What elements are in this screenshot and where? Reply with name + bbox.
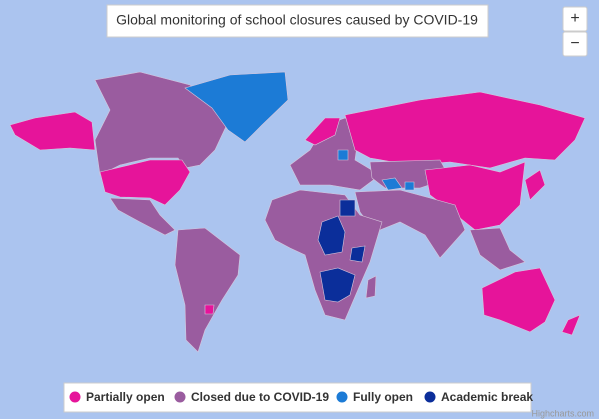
southern-africa (319, 267, 356, 303)
new-zealand (561, 314, 581, 336)
legend-label[interactable]: Fully open (353, 390, 413, 404)
southeast-asia (469, 227, 526, 271)
zoom-in-label[interactable]: + (570, 10, 579, 27)
legend-label[interactable]: Closed due to COVID-19 (191, 390, 329, 404)
title-box (106, 4, 489, 38)
legend-box (63, 382, 532, 413)
central-america (109, 197, 176, 236)
egypt (339, 199, 356, 217)
regions (9, 71, 586, 353)
map-title: Global monitoring of school closures cau… (116, 12, 478, 28)
kazakh-area (381, 177, 403, 191)
legend-marker[interactable] (174, 391, 186, 403)
legend-label[interactable]: Partially open (86, 390, 165, 404)
legend-label[interactable]: Academic break (441, 390, 533, 404)
uruguay (204, 304, 215, 315)
scandinavia (304, 117, 341, 146)
usa (99, 159, 191, 206)
madagascar (365, 275, 377, 299)
legend: Partially open Closed due to COVID-19 Full… (69, 390, 533, 404)
credit[interactable]: Highcharts.com (531, 408, 594, 418)
alaska (9, 111, 96, 151)
belarus (337, 149, 349, 161)
zoom-out-box[interactable] (562, 31, 588, 57)
south-america (174, 227, 241, 353)
central-africa (317, 215, 346, 256)
zoom-in-button[interactable]: + (562, 6, 588, 32)
legend-marker[interactable] (69, 391, 81, 403)
japan (524, 169, 546, 201)
greenland (184, 71, 289, 143)
legend-marker[interactable] (336, 391, 348, 403)
australia (481, 267, 556, 333)
zoom-out-button[interactable]: − (562, 31, 588, 57)
zoom-in-box[interactable] (562, 6, 588, 32)
legend-marker[interactable] (424, 391, 436, 403)
caucasus (404, 181, 415, 191)
russia (344, 91, 586, 169)
zoom-out-label[interactable]: − (570, 35, 579, 52)
east-africa (349, 245, 366, 263)
